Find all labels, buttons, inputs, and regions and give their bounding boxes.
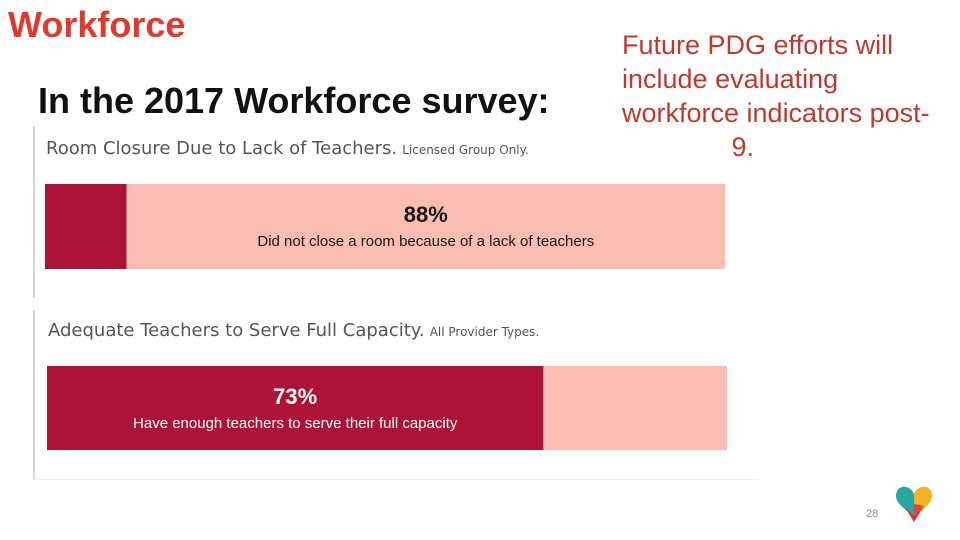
heart-logo-icon: [896, 486, 932, 522]
capacity-subtitle: All Provider Types.: [429, 325, 540, 339]
bar-segment-light: [126, 184, 726, 269]
room-closure-title: Room Closure Due to Lack of Teachers.: [46, 138, 398, 159]
room-closure-subtitle: Licensed Group Only.: [402, 143, 529, 157]
bar-description: Have enough teachers to serve their full…: [133, 415, 458, 432]
bar-segment-dark: [45, 184, 127, 269]
room-closure-panel: Room Closure Due to Lack of Teachers. Li…: [33, 126, 733, 298]
slide-title: Workforce: [8, 4, 186, 45]
room-closure-heading: Room Closure Due to Lack of Teachers. Li…: [46, 138, 529, 159]
percent-label: 73%: [273, 384, 317, 409]
capacity-panel: Adequate Teachers to Serve Full Capacity…: [33, 310, 759, 480]
capacity-heading: Adequate Teachers to Serve Full Capacity…: [48, 320, 539, 341]
bar-segment-dark: [47, 366, 544, 450]
capacity-chart: 73% Have enough teachers to serve their f…: [47, 366, 727, 450]
percent-label: 88%: [404, 202, 448, 227]
bar-description: Did not close a room because of a lack o…: [257, 233, 594, 250]
survey-heading: In the 2017 Workforce survey:: [38, 80, 550, 121]
room-closure-chart: 88% Did not close a room because of a lac…: [45, 184, 726, 269]
page-number: 28: [866, 508, 879, 520]
bar-segment-light: [543, 366, 727, 450]
capacity-title: Adequate Teachers to Serve Full Capacity…: [48, 320, 425, 341]
